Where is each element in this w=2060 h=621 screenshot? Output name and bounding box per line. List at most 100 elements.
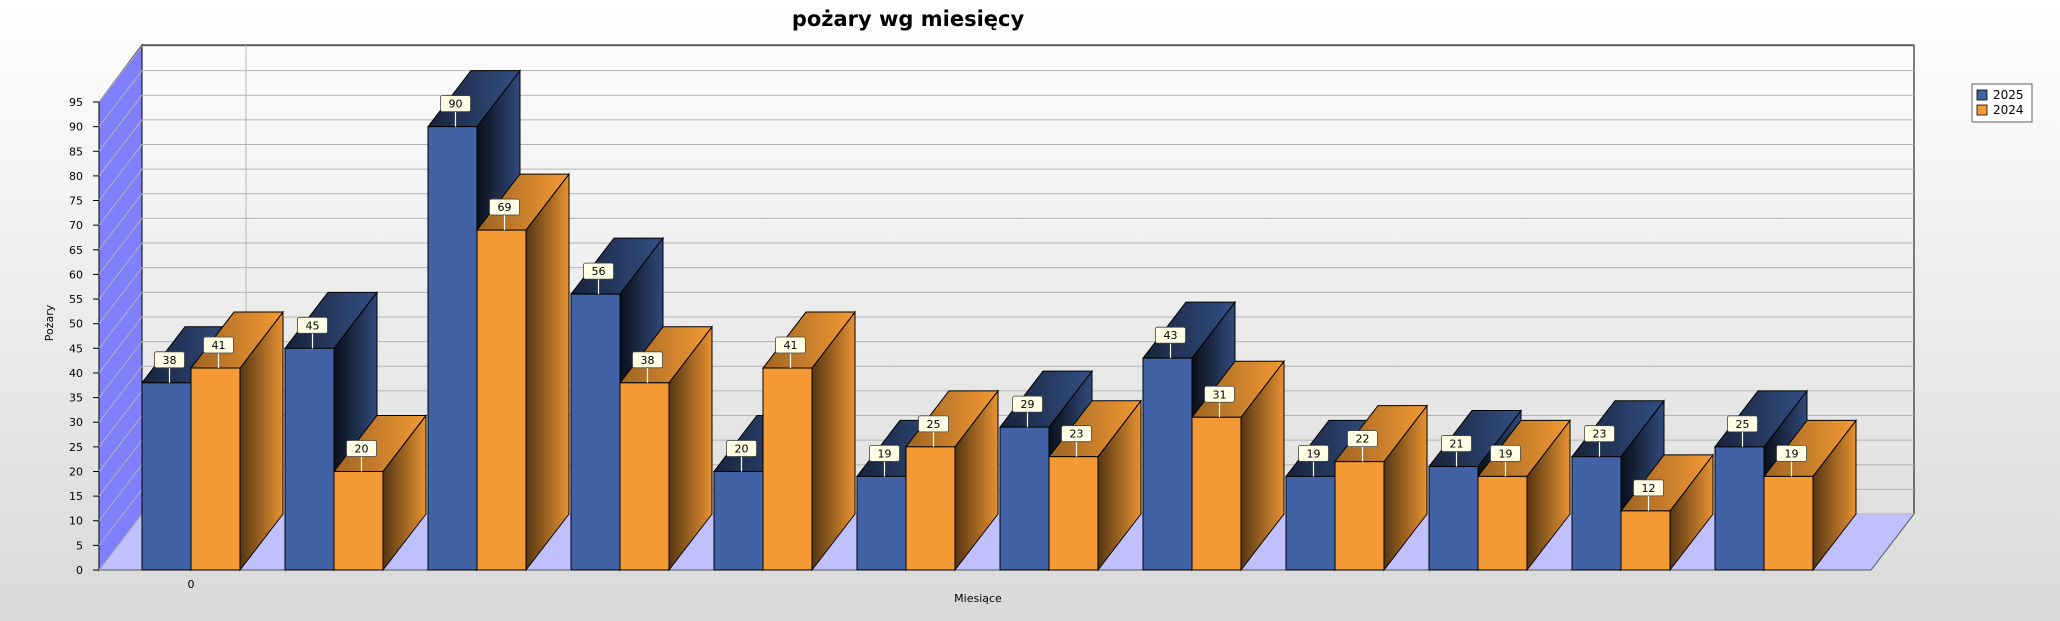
label-value: 19 [1785,447,1799,460]
label-box [1204,385,1235,403]
bar-side [525,172,570,572]
data-label-2025-3: 90 [440,95,471,127]
label-value: 20 [355,442,369,455]
data-label-2025-7: 29 [1012,395,1043,428]
label-box [1012,395,1043,413]
label-box [346,440,377,457]
data-label-2024-9: 22 [1347,430,1378,462]
data-label-2024-3: 69 [489,198,520,231]
grid-line [98,193,1914,251]
bar-front [1191,416,1242,571]
label-box [154,351,185,369]
bar-2024-5 [761,310,857,572]
label-value: 25 [927,418,941,431]
data-label-2024-1: 41 [203,336,234,369]
bar-front [427,126,478,571]
y-tick-label: 80 [69,170,83,183]
label-value: 43 [1164,329,1178,342]
data-label-2025-4: 56 [583,262,614,295]
data-label-2025-8: 43 [1155,326,1186,359]
data-label-2024-12: 19 [1776,444,1807,477]
bar-2024-1 [189,310,285,572]
bar-2024-8 [1190,359,1286,572]
y-axis-ticks: 0 5 10 15 20 25 30 35 40 45 50 55 60 65 70 75 80 85 90 95 [69,96,99,577]
grid-line [98,144,1914,201]
grid-line [98,316,1914,374]
y-tick-label: 85 [69,145,83,158]
label-value: 19 [1499,447,1513,460]
label-box [869,444,900,462]
label-box [1490,444,1521,462]
label-value: 23 [1593,428,1607,441]
y-tick-label: 75 [69,195,83,208]
label-value: 38 [163,354,177,367]
label-box [203,336,234,354]
grid-line [98,242,1914,300]
data-label-2024-7: 23 [1061,425,1092,457]
y-tick-label: 45 [69,342,83,355]
bar-front [713,470,764,571]
bar-front [905,446,956,571]
label-box [1061,425,1092,443]
label-value: 38 [641,354,655,367]
x-axis-label: Miesiące [954,592,1002,605]
label-value: 29 [1021,398,1035,411]
data-label-2025-1: 38 [154,351,185,383]
label-box [489,198,520,216]
grid-line [98,70,1914,127]
bar-front [1763,475,1814,571]
data-label-2025-12: 25 [1727,415,1758,447]
bar-front [570,293,621,571]
data-label-2024-5: 41 [775,336,806,369]
y-tick-label: 25 [69,441,83,454]
label-box [775,336,806,354]
y-tick-label: 95 [69,96,83,109]
label-value: 19 [1307,447,1321,460]
data-label-2025-6: 19 [869,444,900,477]
bar-2024-10 [1476,418,1572,572]
bar-front [333,470,384,571]
data-label-2024-8: 31 [1204,385,1235,418]
label-value: 45 [306,319,320,332]
y-tick-label: 5 [76,539,83,552]
label-value: 41 [784,339,798,352]
bar-front [1428,466,1479,571]
label-value: 31 [1213,388,1227,401]
grid-line [98,168,1914,226]
y-tick-label: 90 [69,121,83,134]
grid-line [98,119,1914,177]
data-label-2025-5: 20 [726,440,757,472]
data-label-2025-10: 21 [1441,435,1472,467]
grid-line [98,217,1914,275]
label-box [1776,444,1807,462]
chart-title: pożary wg miesięcy [792,7,1025,31]
y-tick-label: 35 [69,392,83,405]
y-tick-label: 60 [69,268,83,281]
data-label-2025-2: 45 [297,316,328,349]
bar-2024-11 [1619,453,1715,572]
label-box [583,262,614,280]
data-label-2024-10: 19 [1490,444,1521,477]
data-labels: 38 41 45 20 90 69 56 38 20 41 19 25 29 23 43 31 19 22 21 19… [154,95,1807,511]
bar-front [1714,446,1765,571]
bar-2024-3 [475,172,571,572]
label-box [918,415,949,433]
bar-2024-9 [1333,404,1429,572]
bar-front [141,382,192,571]
label-value: 69 [498,201,512,214]
data-label-2024-4: 38 [632,351,663,383]
label-box [632,351,663,369]
legend-swatch-2024 [1976,104,1988,116]
label-box [1633,479,1664,497]
bars [140,69,1858,572]
label-value: 90 [449,98,463,111]
label-box [1155,326,1186,344]
label-value: 20 [735,442,749,455]
grid-line [98,341,1914,398]
bar-2024-6 [904,389,1000,572]
grid-line [98,267,1914,324]
data-label-2025-11: 23 [1584,425,1615,457]
y-tick-label: 70 [69,219,83,232]
y-tick-label: 65 [69,244,83,257]
